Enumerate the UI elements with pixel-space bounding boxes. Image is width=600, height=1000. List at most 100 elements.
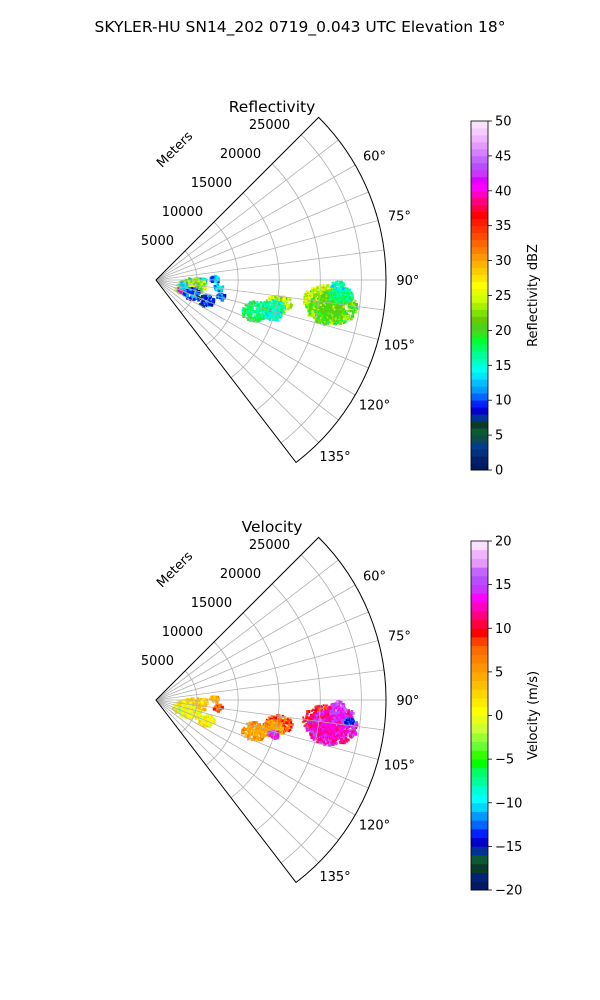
echo-pixel [256, 731, 259, 735]
echo-pixel [311, 298, 314, 301]
colorbar-tick-label: 35 [495, 219, 512, 234]
echo-pixel [272, 733, 275, 736]
echo-pixel [271, 312, 274, 315]
echo-pixel [273, 736, 277, 740]
echo-pixel [248, 728, 252, 732]
echo-pixel [178, 710, 181, 713]
echo-pixel [351, 721, 355, 725]
echo-pixel [250, 733, 254, 736]
echo-pixel [206, 714, 210, 718]
echo-pixel [326, 709, 329, 712]
echo-pixel [313, 711, 316, 715]
echo-pixel [269, 733, 272, 736]
echo-pixel [200, 699, 204, 703]
colorbar-segment [471, 365, 488, 373]
echo-pixel [283, 720, 286, 724]
colorbar-segment [471, 204, 488, 213]
echo-pixel [268, 731, 271, 735]
echo-pixel [288, 718, 292, 722]
echo-pixel [198, 299, 200, 302]
echo-pixel [176, 710, 179, 713]
echo-pixel [339, 318, 342, 322]
echo-pixel [270, 304, 274, 307]
echo-pixel [253, 316, 257, 320]
echo-pixel [324, 734, 327, 737]
echo-pixel [335, 321, 339, 324]
echo-pixel [265, 299, 268, 302]
echo-pixel [346, 300, 349, 302]
echo-pixel [347, 715, 351, 718]
azimuth-tick-label: 120° [359, 398, 390, 413]
echo-pixel [203, 697, 207, 701]
echo-pixel [349, 303, 352, 306]
echo-pixel [339, 700, 343, 704]
colorbar-segment [471, 449, 488, 457]
echo-pixel [325, 295, 328, 298]
echo-pixel [330, 743, 334, 746]
echo-pixel [308, 729, 311, 732]
echo-pixel [287, 723, 291, 727]
echo-pixel [274, 716, 277, 720]
echo-pixel [309, 733, 313, 737]
echo-pixel [286, 718, 289, 721]
echo-pixel [269, 720, 272, 723]
colorbar-segment [471, 414, 488, 422]
echo-pixel [273, 723, 277, 728]
echo-pixel [333, 735, 337, 739]
echo-pixel [338, 283, 341, 286]
echo-pixel [247, 316, 251, 320]
echo-pixel [207, 717, 211, 721]
echo-pixel [320, 730, 324, 734]
echo-pixel [212, 699, 214, 702]
colorbar-segment [471, 267, 488, 275]
echo-pixel [247, 733, 250, 735]
echo-pixel [260, 726, 263, 729]
echo-pixel [256, 735, 259, 739]
echo-pixel [255, 308, 258, 311]
echo-pixel [276, 312, 279, 316]
echo-pixel [279, 314, 281, 317]
echo-pixel [256, 313, 260, 317]
echo-pixel [341, 737, 344, 741]
range-ring [280, 134, 362, 444]
echo-pixel [196, 294, 198, 296]
echo-pixel [335, 300, 337, 303]
echo-pixel [331, 718, 334, 720]
echo-pixel [197, 286, 201, 290]
echo-pixel [339, 288, 342, 291]
echo-pixel [243, 726, 245, 729]
echo-pixel [301, 720, 304, 723]
echo-pixel [269, 301, 273, 305]
echo-pixel [195, 710, 198, 713]
echo-pixel [263, 725, 266, 728]
echo-pixel [188, 297, 192, 301]
echo-pixel [330, 296, 334, 299]
echo-pixel [286, 306, 289, 308]
echo-pixel [196, 708, 199, 711]
echo-pixel [333, 725, 336, 728]
echo-pixel [179, 713, 183, 717]
echo-pixel [212, 706, 216, 710]
echo-pixel [326, 318, 329, 322]
echo-pixel [194, 287, 196, 290]
echo-pixel [272, 302, 276, 306]
echo-pixel [275, 298, 278, 301]
range-ring [205, 221, 239, 346]
echo-pixel [198, 283, 201, 286]
echo-pixel [269, 305, 273, 309]
echo-pixel [331, 282, 334, 285]
echo-pixel [203, 708, 207, 712]
echo-pixel [320, 286, 324, 290]
echo-pixel [334, 288, 338, 292]
echo-pixel [311, 311, 315, 314]
azimuth-tick-label: 90° [396, 274, 419, 289]
echo-pixel [323, 305, 327, 309]
echo-pixel [245, 727, 249, 731]
echo-pixel [280, 306, 284, 309]
echo-pixel [344, 287, 347, 289]
echo-pixel [194, 716, 198, 720]
colorbar-segment [471, 442, 488, 450]
echo-pixel [220, 293, 223, 296]
echo-pixel [333, 313, 337, 317]
echo-pixel [305, 305, 308, 308]
